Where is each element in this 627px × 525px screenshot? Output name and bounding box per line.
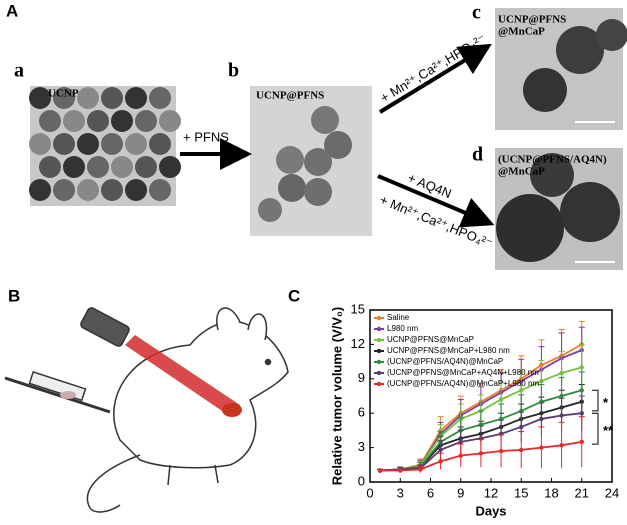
data-point bbox=[519, 388, 524, 393]
data-point bbox=[519, 424, 524, 430]
x-tick-label: 3 bbox=[397, 485, 404, 500]
tem-image bbox=[29, 86, 181, 206]
image-label: @MnCaP bbox=[498, 166, 545, 178]
data-point bbox=[478, 451, 484, 456]
subpanel-label: d bbox=[472, 144, 483, 166]
x-tick-label: 9 bbox=[457, 485, 464, 500]
data-point bbox=[559, 413, 564, 418]
data-point bbox=[539, 378, 544, 384]
data-point bbox=[579, 411, 584, 416]
tem-image bbox=[250, 86, 372, 236]
panel-label: C bbox=[288, 286, 300, 305]
subpanel-label: b bbox=[228, 60, 239, 82]
y-tick-label: 3 bbox=[358, 439, 365, 454]
x-axis-label: Days bbox=[475, 503, 506, 518]
data-point bbox=[579, 388, 584, 393]
legend-swatch bbox=[376, 337, 382, 343]
image-label: (UCNP@PFNS/AQ4N) bbox=[498, 154, 607, 166]
line-chart: 0 3 6 9 12 15 18 21 24 0 3 6 9 12 15 Days Relative tumor… bbox=[329, 301, 619, 518]
tem-image bbox=[495, 148, 623, 270]
legend-swatch bbox=[376, 315, 382, 321]
arrow-label: + Mn²⁺,Ca²⁺,HPO₄²⁻ bbox=[378, 31, 489, 106]
data-point bbox=[498, 397, 504, 402]
panel-label: B bbox=[8, 286, 20, 305]
data-point bbox=[398, 468, 403, 473]
legend-swatch bbox=[376, 370, 382, 376]
x-tick-label: 12 bbox=[484, 485, 498, 500]
significance-label: * bbox=[603, 395, 609, 410]
subpanel-label: a bbox=[14, 60, 24, 82]
data-point bbox=[519, 447, 524, 453]
legend-label: Saline bbox=[387, 313, 410, 322]
arrow-label: + PFNS bbox=[183, 129, 229, 144]
data-point bbox=[579, 439, 584, 445]
image-label: UCNP bbox=[48, 88, 79, 100]
legend-label: (UCNP@PFNS/AQ4N)@MnCaP bbox=[387, 357, 503, 366]
data-point bbox=[539, 445, 544, 450]
y-tick-label: 9 bbox=[358, 370, 365, 385]
panel-label: A bbox=[6, 1, 18, 20]
data-point bbox=[438, 447, 443, 453]
legend-swatch bbox=[376, 381, 382, 387]
data-point bbox=[498, 448, 504, 454]
legend-label: (UCNP@PFNS@MnCaP+AQ4N+L980 nm bbox=[387, 368, 539, 377]
arrow bbox=[377, 174, 495, 228]
image-label: @MnCaP bbox=[498, 26, 545, 38]
significance-bracket bbox=[592, 412, 599, 445]
x-tick-label: 6 bbox=[427, 485, 434, 500]
subpanel-label: c bbox=[472, 2, 481, 24]
data-point bbox=[458, 453, 463, 458]
data-point bbox=[458, 439, 463, 445]
mouse-illustration bbox=[4, 307, 289, 513]
x-tick-label: 24 bbox=[605, 485, 619, 500]
y-tick-label: 15 bbox=[351, 301, 365, 316]
data-point bbox=[438, 459, 443, 464]
legend-label: UCNP@PFNS@MnCaP bbox=[387, 335, 474, 344]
x-tick-label: 0 bbox=[366, 485, 373, 500]
data-point bbox=[579, 365, 584, 370]
legend-swatch bbox=[376, 348, 382, 354]
data-point bbox=[377, 468, 383, 473]
legend-label: UCNP@PFNS@MnCaP+L980 nm bbox=[387, 346, 510, 355]
legend-label: L980 nm bbox=[387, 324, 418, 333]
image-label: UCNP@PFNS bbox=[498, 14, 566, 26]
legend-swatch bbox=[376, 359, 382, 365]
y-tick-label: 12 bbox=[351, 336, 365, 351]
legend-swatch bbox=[376, 326, 382, 332]
data-point bbox=[559, 393, 564, 399]
data-point bbox=[418, 467, 423, 472]
x-tick-label: 18 bbox=[544, 485, 558, 500]
y-axis-label: Relative tumor volume (V/V₀) bbox=[329, 307, 344, 486]
arrow bbox=[378, 43, 492, 114]
y-tick-label: 6 bbox=[358, 405, 365, 420]
tem-image bbox=[495, 8, 627, 130]
data-point bbox=[559, 443, 564, 448]
legend-label: (UCNP@PFNS/AQ4N)@MnCaP+L980 nm bbox=[387, 379, 539, 388]
data-point bbox=[539, 416, 544, 422]
significance-bracket bbox=[592, 389, 599, 412]
y-tick-label: 0 bbox=[358, 473, 365, 488]
data-point bbox=[559, 370, 564, 376]
x-tick-label: 15 bbox=[514, 485, 528, 500]
significance-label: ** bbox=[603, 423, 614, 438]
image-label: UCNP@PFNS bbox=[256, 90, 324, 102]
x-tick-label: 21 bbox=[575, 485, 589, 500]
